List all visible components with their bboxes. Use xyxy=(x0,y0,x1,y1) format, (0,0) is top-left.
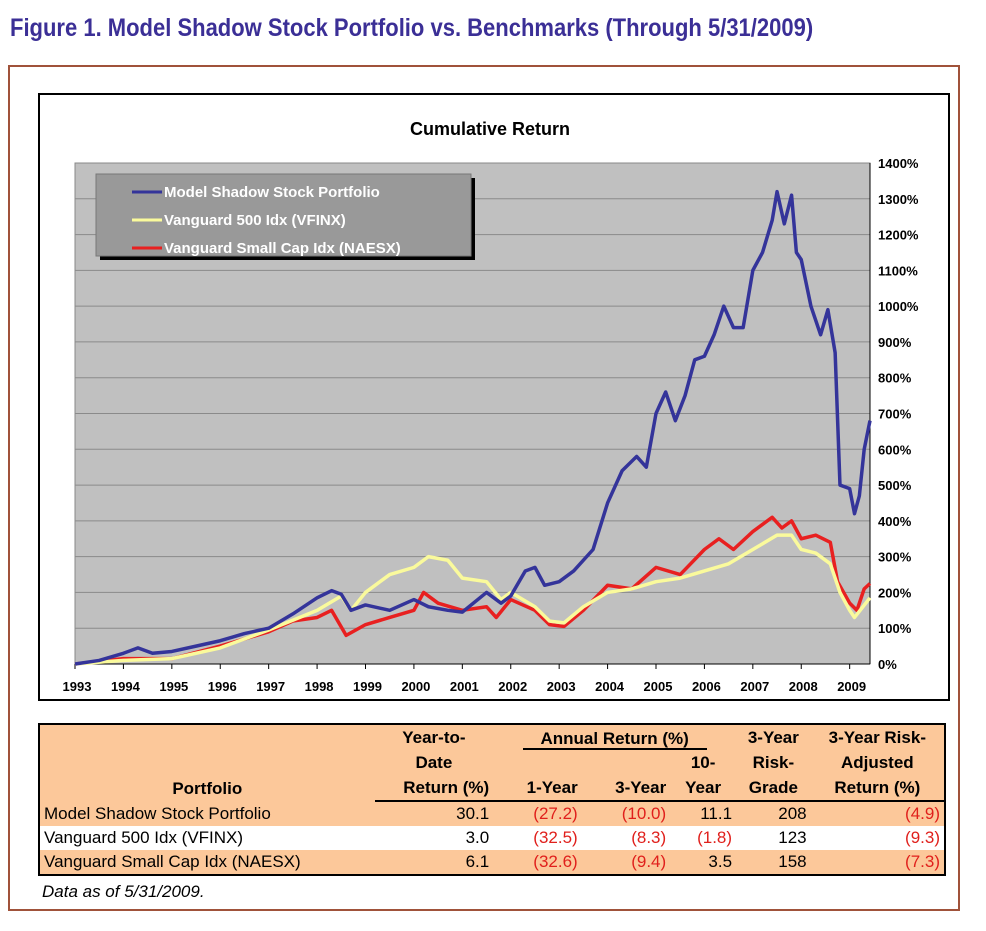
cell-y1: (27.2) xyxy=(493,801,582,826)
y-tick-label: 1300% xyxy=(878,192,919,207)
y-tick-label: 200% xyxy=(878,585,912,600)
header-1y: 1-Year xyxy=(493,775,582,802)
x-tick-label: 2008 xyxy=(789,679,818,694)
chart-container: Cumulative Return 0% 100% 200% 300% 400% 500% 6… xyxy=(38,93,950,701)
y-tick-label: 600% xyxy=(878,442,912,457)
header-portfolio: Portfolio xyxy=(39,724,375,801)
data-note: Data as of 5/31/2009. xyxy=(42,882,205,901)
y-tick-label: 100% xyxy=(878,621,912,636)
x-tick-label: 1996 xyxy=(208,679,237,694)
returns-table: Portfolio Year-to- Annual Return (%) 3-Y… xyxy=(38,723,946,876)
cell-ytd: 6.1 xyxy=(374,850,494,875)
series-line-0 xyxy=(74,189,872,666)
cell-ytd: 30.1 xyxy=(374,801,494,826)
figure-title: Figure 1. Model Shadow Stock Portfolio v… xyxy=(10,14,814,42)
x-tick-label: 2007 xyxy=(740,679,769,694)
y-tick-label: 1200% xyxy=(878,228,919,243)
y-tick-label: 300% xyxy=(878,550,912,565)
table-row: Vanguard 500 Idx (VFINX) 3.0 (32.5) (8.3) (1… xyxy=(39,826,945,850)
cell-risk_adj: (7.3) xyxy=(810,850,945,875)
cell-y3: (8.3) xyxy=(581,826,671,850)
x-tick-label: 2004 xyxy=(595,679,625,694)
chart-title: Cumulative Return xyxy=(410,119,570,139)
header-grade-3: Grade xyxy=(736,775,811,802)
cell-y1: (32.6) xyxy=(493,850,582,875)
table-row: Vanguard Small Cap Idx (NAESX) 6.1 (32.6)(… xyxy=(39,850,945,875)
header-grade-1: 3-Year xyxy=(736,724,811,750)
header-annual-return: Annual Return (%) xyxy=(522,729,707,750)
table-row: Model Shadow Stock Portfolio 30.1 (27.2) (1… xyxy=(39,801,945,826)
cell-y3: (9.4) xyxy=(581,850,671,875)
header-3y: 3-Year xyxy=(581,775,671,802)
legend-label: Vanguard 500 Idx (VFINX) xyxy=(164,212,346,229)
header-riskadj-1: 3-Year Risk- xyxy=(810,724,945,750)
cell-grade: 158 xyxy=(736,850,811,875)
cell-ytd: 3.0 xyxy=(374,826,494,850)
y-tick-label: 700% xyxy=(878,407,912,422)
x-tick-label: 2000 xyxy=(401,679,430,694)
legend-label: Model Shadow Stock Portfolio xyxy=(164,184,380,201)
x-tick-label: 2006 xyxy=(692,679,721,694)
y-tick-label: 500% xyxy=(878,478,912,493)
cell-grade: 208 xyxy=(736,801,811,826)
x-tick-label: 2005 xyxy=(644,679,673,694)
y-tick-label: 1400% xyxy=(878,156,919,171)
x-tick-label: 1995 xyxy=(159,679,188,694)
figure-frame xyxy=(8,65,960,911)
cell-name: Model Shadow Stock Portfolio xyxy=(39,801,375,826)
cumulative-return-chart: Cumulative Return 0% 100% 200% 300% 400% 500% 6… xyxy=(63,119,919,694)
legend xyxy=(95,173,472,257)
legend-label: Vanguard Small Cap Idx (NAESX) xyxy=(164,240,401,257)
cell-y10: (1.8) xyxy=(670,826,737,850)
series-line-2 xyxy=(74,515,872,666)
cell-risk_adj: (4.9) xyxy=(810,801,945,826)
cell-name: Vanguard Small Cap Idx (NAESX) xyxy=(39,850,375,875)
x-tick-label: 1998 xyxy=(305,679,334,694)
header-ytd-1: Year-to- xyxy=(374,724,494,750)
cell-name: Vanguard 500 Idx (VFINX) xyxy=(39,826,375,850)
x-tick-label: 2002 xyxy=(498,679,527,694)
y-tick-label: 400% xyxy=(878,514,912,529)
header-grade-2: Risk- xyxy=(736,750,811,775)
x-tick-label: 1999 xyxy=(353,679,382,694)
x-tick-label: 2003 xyxy=(547,679,576,694)
cell-y3: (10.0) xyxy=(581,801,671,826)
y-tick-label: 800% xyxy=(878,371,912,386)
y-tick-label: 1100% xyxy=(878,263,918,278)
y-tick-label: 900% xyxy=(878,335,912,350)
x-tick-label: 2009 xyxy=(837,679,866,694)
cell-risk_adj: (9.3) xyxy=(810,826,945,850)
cell-grade: 123 xyxy=(736,826,811,850)
header-10y-1: 10- xyxy=(670,750,737,775)
x-tick-label: 1994 xyxy=(111,679,141,694)
header-riskadj-2: Adjusted xyxy=(810,750,945,775)
y-tick-label: 1000% xyxy=(878,299,919,314)
x-tick-label: 2001 xyxy=(450,679,479,694)
y-tick-label: 0% xyxy=(878,657,897,672)
cell-y10: 11.1 xyxy=(670,801,737,826)
header-riskadj-3: Return (%) xyxy=(810,775,945,802)
header-10y-2: Year xyxy=(670,775,737,802)
x-tick-label: 1993 xyxy=(63,679,92,694)
header-ytd-2: Date xyxy=(374,750,494,775)
header-ytd-3: Return (%) xyxy=(374,775,494,802)
cell-y10: 3.5 xyxy=(670,850,737,875)
cell-y1: (32.5) xyxy=(493,826,582,850)
x-tick-label: 1997 xyxy=(256,679,285,694)
